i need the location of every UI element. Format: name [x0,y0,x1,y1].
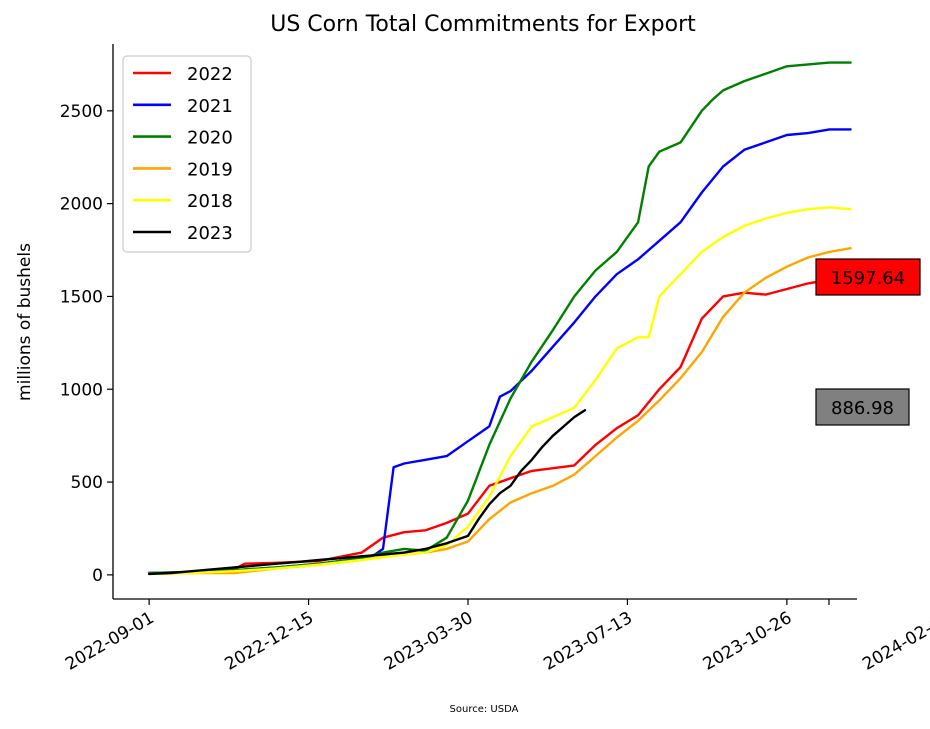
axes [112,44,857,600]
legend-label-2020: 2020 [187,128,233,149]
y-ticks: 0 500 1000 1500 2000 2500 [60,102,113,586]
y-tick-label: 1500 [60,287,103,307]
y-tick-label: 1000 [60,380,103,400]
legend-label-2019: 2019 [187,159,233,180]
y-tick-label: 2500 [60,102,103,122]
x-tick-label: 2023-03-30 [381,608,477,675]
y-tick-label: 500 [71,473,103,493]
x-tick-label: 2023-10-26 [700,608,796,675]
x-tick-label: 2023-07-13 [540,608,636,675]
series-layer [147,61,852,576]
legend-label-2023: 2023 [187,223,233,244]
annotation-box [815,258,921,296]
legend-label-2018: 2018 [187,191,233,212]
chart-title: US Corn Total Commitments for Export [270,12,696,37]
series-line-2022 [147,276,852,575]
y-tick-label: 2000 [60,195,103,215]
series-line-2023 [147,409,587,576]
legend-label-2022: 2022 [187,64,233,85]
series-line-2018 [147,206,852,576]
series-line-2021 [147,128,852,575]
annotation-label: 1597.64 [831,268,905,289]
annotation-label: 886.98 [831,398,894,419]
legend-label-2021: 2021 [187,96,233,117]
x-tick-label: 2024-02-08 [859,608,930,675]
annotation-box [815,388,910,426]
legend: 2022 2021 2020 2019 2018 2023 [122,55,252,253]
x-ticks: 2022-09-01 2022-12-15 2023-03-30 2023-07-13… [62,599,930,675]
y-tick-label: 0 [92,566,103,586]
series-line-2020 [147,61,852,575]
x-tick-label: 2022-09-01 [62,608,158,675]
x-tick-label: 2022-12-15 [222,608,318,675]
annotations: 1597.64 886.98 [815,258,921,426]
source-note: Source: USDA [450,704,519,715]
y-axis-label: millions of bushels [15,243,35,401]
series-line-2019 [147,246,852,576]
